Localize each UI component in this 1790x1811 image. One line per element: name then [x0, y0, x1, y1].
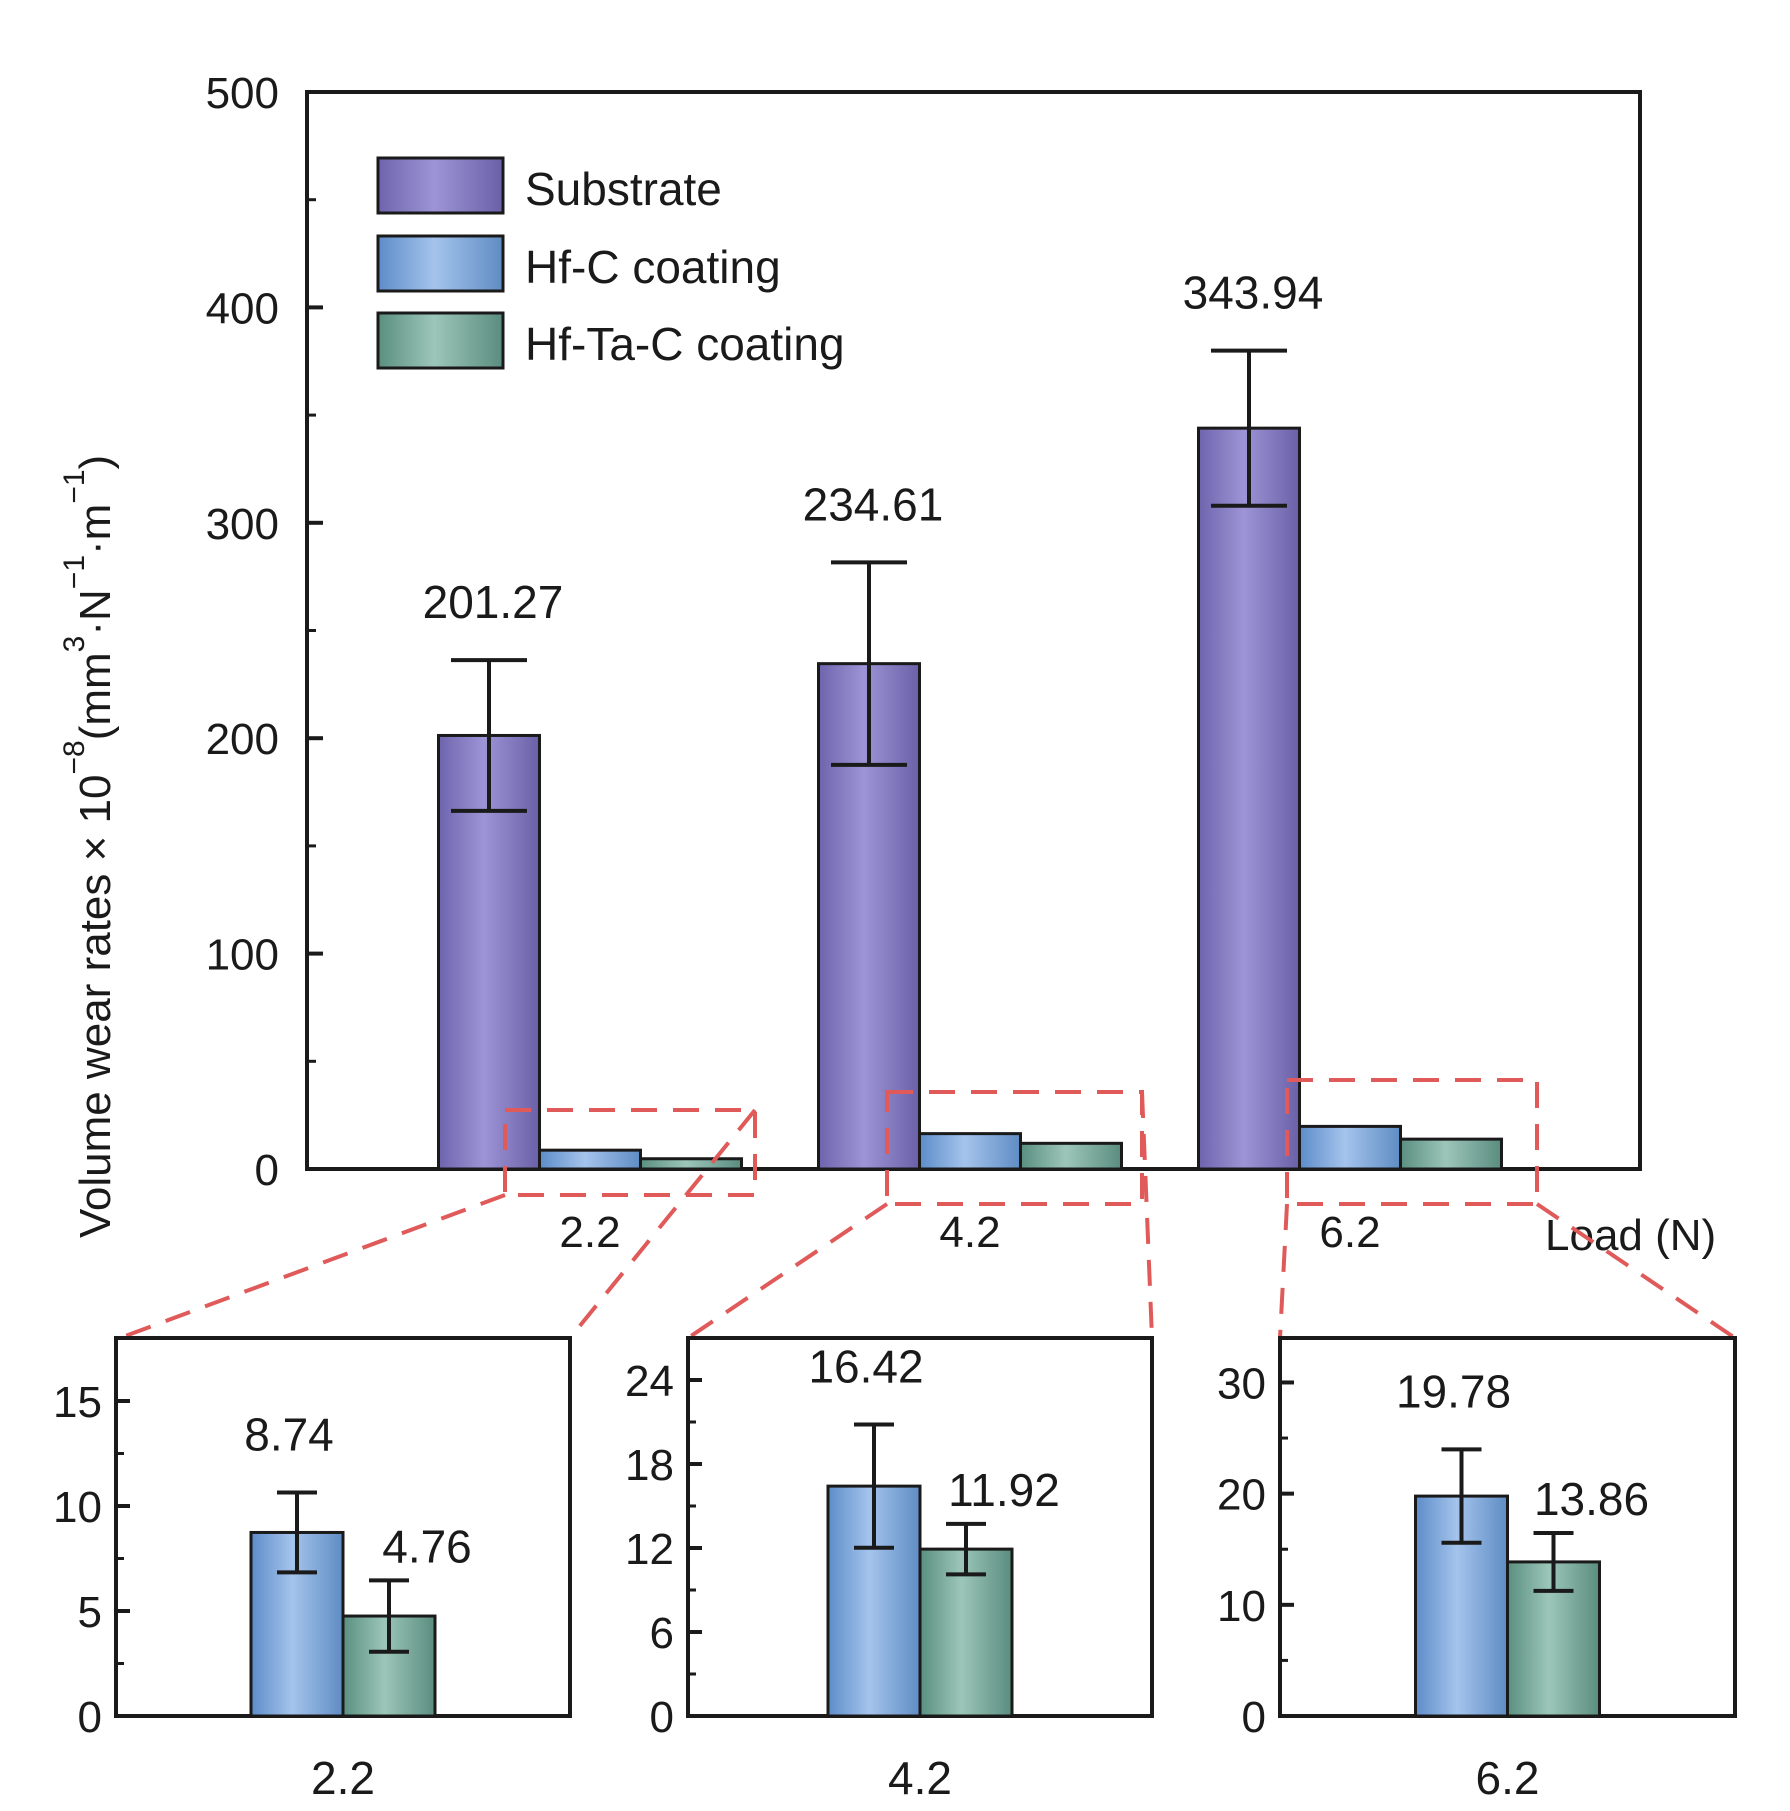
y-axis-title-unit-open: (mm: [71, 652, 120, 740]
legend-swatch-hf-c: [376, 234, 505, 293]
zoom-callouts: [119, 1078, 1737, 1340]
legend-label-hf-ta-c: Hf-Ta-C coating: [525, 318, 845, 370]
bar-hf-ta-c-2.2: [639, 1157, 743, 1171]
main-y-axis: 0 100 200 300 400 500: [206, 69, 323, 1195]
main-chart: 0 100 200 300 400 500 2.2 4.2 6.2 201.27 234.61 3…: [58, 69, 1716, 1260]
bar-hf-c-6.2: [1298, 1124, 1402, 1171]
legend-label-substrate: Substrate: [525, 163, 722, 215]
y-axis-title-unit-mid-2: ·m: [71, 504, 120, 555]
value-label-6.2: 343.94: [1183, 267, 1324, 319]
inset-value-label: 11.92: [948, 1464, 1060, 1516]
inset-y-tick-label: 18: [625, 1441, 674, 1490]
inset-value-label: 16.42: [808, 1341, 923, 1393]
y-tick-label: 300: [206, 500, 279, 549]
inset-y-tick-label: 24: [625, 1357, 674, 1406]
bar-hf-c-4.2: [918, 1132, 1022, 1171]
inset-x-tick-label: 4.2: [888, 1752, 952, 1804]
inset-chart-6.2: 0 10 20 30 6.2 19.78 13.86: [1217, 1336, 1737, 1804]
y-axis-title-unit-exp-1: 3: [58, 636, 91, 653]
inset-y-tick-label: 0: [1242, 1693, 1266, 1742]
value-label-2.2: 201.27: [423, 576, 564, 628]
y-axis-title-unit-mid-1: ·N: [71, 589, 120, 635]
main-bars: [437, 426, 1503, 1171]
inset-value-label: 4.76: [382, 1520, 472, 1572]
bar-substrate-6.2: [1197, 426, 1301, 1171]
x-tick-label: 4.2: [939, 1208, 1000, 1257]
y-axis-title-unit-exp-3: −1: [58, 469, 91, 503]
x-tick-label: 6.2: [1319, 1208, 1380, 1257]
zoom-box-4.2: [885, 1090, 1144, 1206]
zoom-line-4.2-right: [1140, 1091, 1154, 1339]
inset-y-tick-label: 0: [78, 1693, 102, 1742]
zoom-line-6.2-left: [1278, 1203, 1289, 1339]
bar-hf-ta-c-6.2: [1399, 1137, 1503, 1171]
y-tick-label: 100: [206, 931, 279, 980]
y-tick-label: 500: [206, 69, 279, 118]
y-axis-title: Volume wear rates × 10−8(mm3·N−1·m−1): [58, 455, 120, 1238]
inset-y-tick-label: 10: [53, 1483, 102, 1532]
inset-x-tick-label: 6.2: [1476, 1752, 1540, 1804]
y-axis-title-exponent: −8: [58, 740, 91, 774]
inset-x-tick-label: 2.2: [311, 1752, 375, 1804]
inset-y-tick-label: 20: [1217, 1471, 1266, 1520]
zoom-line-2.2-left: [119, 1193, 506, 1340]
value-label-4.2: 234.61: [803, 478, 944, 530]
inset-y-tick-label: 15: [53, 1378, 102, 1427]
y-tick-label: 400: [206, 284, 279, 333]
inset-bar-hf-ta-c-4.2: [918, 1547, 1014, 1718]
main-value-labels: 201.27 234.61 343.94: [423, 267, 1324, 628]
inset-value-label: 8.74: [244, 1409, 334, 1461]
legend-swatch-hf-ta-c: [376, 311, 505, 370]
x-tick-label: 2.2: [559, 1208, 620, 1257]
zoom-box-6.2: [1285, 1078, 1539, 1206]
inset-y-tick-label: 12: [625, 1525, 674, 1574]
inset-y-tick-label: 10: [1217, 1582, 1266, 1631]
y-axis-title-unit-close: ): [71, 455, 120, 470]
y-axis-title-main: Volume wear rates × 10: [71, 775, 120, 1238]
inset-chart-2.2: 0 5 10 15 2.2 8.74 4.76: [53, 1336, 572, 1804]
inset-y-tick-label: 6: [650, 1609, 674, 1658]
inset-value-label: 13.86: [1534, 1473, 1649, 1525]
inset-y-tick-label: 30: [1217, 1359, 1266, 1408]
y-axis-title-unit-exp-2: −1: [58, 555, 91, 589]
legend-label-hf-c: Hf-C coating: [525, 241, 781, 293]
inset-y-tick-label: 5: [78, 1588, 102, 1637]
main-error-bars: [451, 348, 1287, 813]
zoom-line-2.2-right: [568, 1108, 757, 1340]
zoom-line-4.2-left: [686, 1202, 889, 1340]
legend-swatch-substrate: [376, 156, 505, 215]
inset-value-label: 19.78: [1396, 1365, 1511, 1417]
inset-y-tick-label: 0: [650, 1693, 674, 1742]
inset-chart-4.2: 0 6 12 18 24 4.2 16.42 11.92: [625, 1336, 1154, 1804]
bar-hf-c-2.2: [538, 1148, 642, 1171]
legend: Substrate Hf-C coating Hf-Ta-C coating: [376, 156, 845, 370]
bar-hf-ta-c-4.2: [1019, 1141, 1123, 1171]
y-tick-label: 200: [206, 715, 279, 764]
x-axis-title: Load (N): [1545, 1211, 1716, 1260]
y-tick-label: 0: [255, 1146, 279, 1195]
